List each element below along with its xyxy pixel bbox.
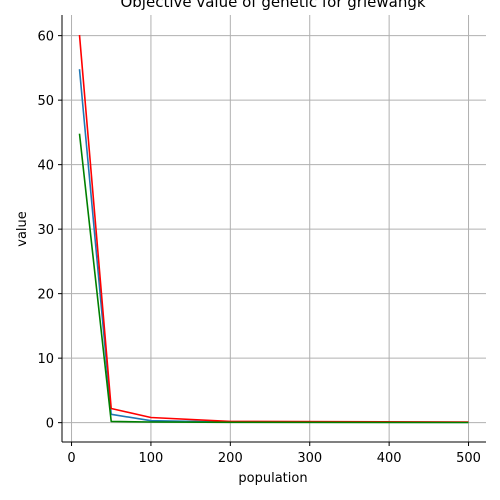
x-tick-label: 500 [456,451,481,466]
series-line-3 [78,133,469,424]
y-tick-label: 20 [37,288,54,303]
x-tick-label: 100 [139,451,164,466]
grid-lines [62,15,486,442]
y-tick-label: 0 [46,417,54,432]
chart-title: Objective value of genetic for griewangk [120,0,425,11]
x-ticks: 0 100 200 300 400 500 [67,442,481,466]
y-tick-label: 30 [37,223,54,238]
y-ticks: 0 10 20 30 40 50 60 [37,30,62,432]
y-tick-label: 60 [37,30,54,45]
x-tick-label: 0 [67,451,75,466]
x-tick-label: 300 [297,451,322,466]
x-tick-label: 200 [218,451,243,466]
x-axis-label: population [238,471,307,486]
y-tick-label: 50 [37,94,54,109]
series-lines [78,34,469,424]
series-line-1 [78,69,469,424]
series-line-2 [78,34,469,423]
x-tick-label: 400 [377,451,402,466]
axes [61,15,486,443]
y-tick-label: 10 [37,352,54,367]
y-tick-label: 40 [37,159,54,174]
y-axis-label: value [15,211,30,247]
